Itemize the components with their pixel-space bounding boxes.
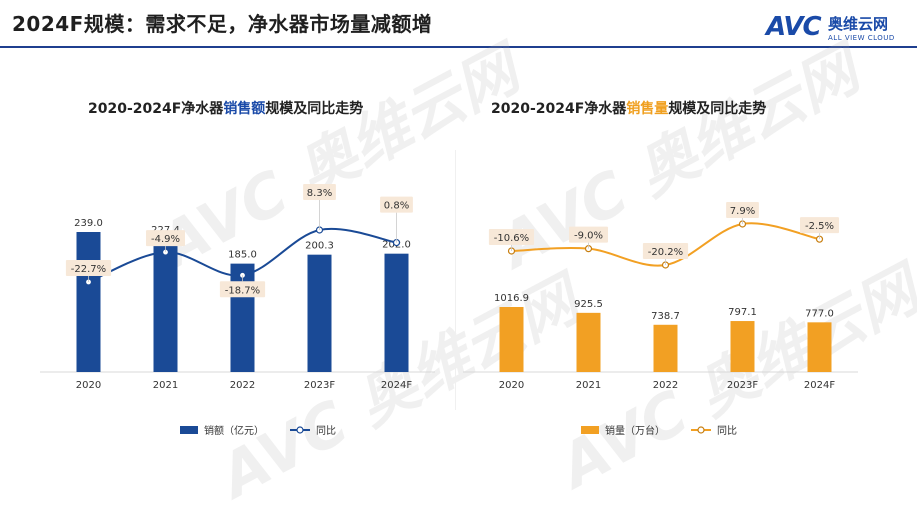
title-rule bbox=[0, 46, 917, 48]
x-tick-label: 2022 bbox=[230, 380, 255, 391]
title-highlight: 销售量 bbox=[626, 101, 669, 117]
yoy-label-bg bbox=[488, 228, 535, 245]
yoy-label-bg bbox=[726, 202, 759, 218]
bar bbox=[807, 322, 832, 372]
yoy-value-label: 0.8% bbox=[384, 201, 409, 212]
legend-bar-swatch bbox=[180, 426, 198, 434]
legend-bar-label: 销额（亿元） bbox=[204, 424, 264, 437]
bar bbox=[384, 253, 409, 372]
chart-title-sales-value: 2020-2024F净水器销售额规模及同比走势 bbox=[88, 98, 363, 118]
bar-value-label: 925.5 bbox=[574, 299, 603, 310]
title-highlight: 销售额 bbox=[223, 101, 266, 117]
bar bbox=[76, 232, 101, 372]
yoy-value-label: -22.7% bbox=[71, 264, 106, 275]
bar-value-label: 777.0 bbox=[805, 308, 834, 319]
title-prefix: 2020-2024F净水器 bbox=[88, 101, 224, 117]
legend-line-marker bbox=[296, 426, 304, 434]
title-suffix: 规模及同比走势 bbox=[265, 101, 364, 117]
bar bbox=[499, 307, 524, 372]
sales-volume-chart: 1016.9 2020 925.5 2021 738.7 2022 797.1 2023F 77… bbox=[463, 202, 858, 437]
legend-bar-label: 销量（万台） bbox=[605, 424, 665, 437]
logo-en: ALL VIEW CLOUD bbox=[828, 34, 895, 42]
yoy-label-bg bbox=[380, 196, 413, 213]
bar-value-label: 797.1 bbox=[728, 307, 757, 318]
yoy-value-label: -2.5% bbox=[805, 221, 834, 232]
avc-logo: AVC 奥维云网 ALL VIEW CLOUD bbox=[766, 12, 906, 46]
chart-title-sales-volume: 2020-2024F净水器销售量规模及同比走势 bbox=[491, 98, 766, 118]
bar bbox=[153, 238, 178, 372]
sales-value-chart: 239.02020227.42021185.02022200.32023F202… bbox=[40, 184, 435, 437]
yoy-label-bg bbox=[219, 281, 266, 298]
legend-bar-swatch bbox=[581, 426, 599, 434]
yoy-value-label: -9.0% bbox=[574, 231, 603, 242]
title-suffix: 规模及同比走势 bbox=[668, 101, 767, 117]
yoy-label-bg bbox=[800, 217, 839, 234]
yoy-value-label: 7.9% bbox=[730, 206, 755, 217]
page-title: 2024F规模：需求不足，净水器市场量减额增 bbox=[12, 12, 433, 36]
x-tick-label: 2024F bbox=[804, 380, 835, 391]
bar-value-label: 239.0 bbox=[74, 218, 103, 229]
x-tick-label: 2020 bbox=[76, 380, 101, 391]
yoy-value-label: -10.6% bbox=[494, 233, 529, 244]
yoy-label-bg bbox=[642, 243, 689, 259]
x-tick-label: 2020 bbox=[499, 380, 524, 391]
legend-line-label: 同比 bbox=[316, 425, 336, 437]
x-tick-label: 2022 bbox=[653, 380, 678, 391]
bar-value-label: 185.0 bbox=[228, 250, 257, 261]
yoy-value-label: -4.9% bbox=[151, 234, 180, 245]
x-tick-label: 2023F bbox=[727, 380, 758, 391]
legend-line-marker bbox=[697, 426, 705, 434]
yoy-label-bg bbox=[569, 226, 608, 243]
bar-value-label: 738.7 bbox=[651, 311, 680, 322]
yoy-label-bg bbox=[65, 260, 112, 276]
x-tick-label: 2021 bbox=[576, 380, 601, 391]
yoy-value-label: 8.3% bbox=[307, 188, 332, 199]
bar bbox=[653, 324, 678, 372]
bar-value-label: 200.3 bbox=[305, 241, 334, 252]
yoy-value-label: -18.7% bbox=[225, 285, 260, 296]
yoy-value-label: -20.2% bbox=[648, 247, 683, 258]
legend-line-label: 同比 bbox=[717, 425, 737, 437]
bar bbox=[730, 321, 755, 372]
yoy-label-bg bbox=[146, 230, 185, 247]
bar bbox=[576, 312, 601, 372]
x-tick-label: 2021 bbox=[153, 380, 178, 391]
x-tick-label: 2023F bbox=[304, 380, 335, 391]
logo-cn: 奥维云网 bbox=[828, 15, 889, 33]
x-tick-label: 2024F bbox=[381, 380, 412, 391]
bar-value-label: 1016.9 bbox=[494, 293, 529, 304]
yoy-label-bg bbox=[303, 184, 336, 200]
chart-divider bbox=[455, 150, 456, 410]
title-prefix: 2020-2024F净水器 bbox=[491, 101, 627, 117]
bar bbox=[307, 254, 332, 372]
logo-mark: AVC bbox=[766, 12, 822, 42]
